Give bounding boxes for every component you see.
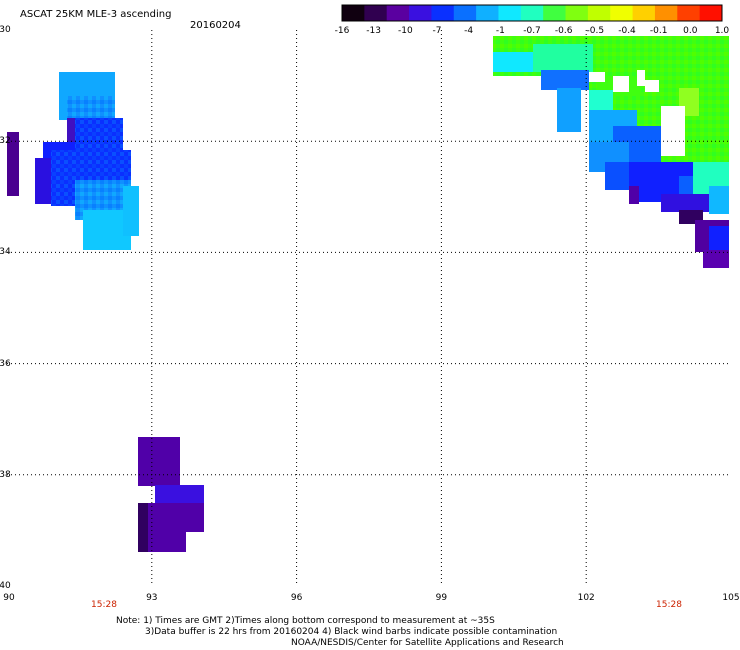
swath-east [493, 36, 729, 268]
longitude-tick-label: 93 [146, 593, 158, 603]
colorbar-frame [341, 4, 723, 22]
colorbar-segment [342, 5, 365, 21]
map-title: ASCAT 25KM MLE-3 ascending [20, 9, 172, 20]
colorbar-segment [431, 5, 455, 21]
colorbar-label: -0.6 [554, 26, 573, 36]
colorbar-label: -16 [334, 26, 350, 36]
latitude-tick-label: -38 [0, 469, 11, 480]
colorbar-label: -4 [464, 26, 474, 36]
note-line-2: 3)Data buffer is 22 hrs from 20160204 4)… [145, 627, 558, 637]
colorbar-segment [386, 5, 410, 21]
latitude-tick-label: -32 [0, 136, 11, 147]
colorbar-segment [520, 5, 544, 21]
colorbar-label: -0.1 [649, 26, 668, 36]
time-label-west: 15:28 [91, 600, 117, 610]
colorbar-segment [364, 5, 388, 21]
colorbar-label: -1 [495, 26, 505, 36]
latitude-tick-label: -36 [0, 358, 11, 369]
longitude-tick-label: 96 [290, 593, 303, 603]
map-date: 20160204 [190, 20, 241, 31]
note-line-1: Note: 1) Times are GMT 2)Times along bot… [116, 616, 495, 626]
colorbar-segment [498, 5, 522, 21]
colorbar [341, 4, 723, 22]
colorbar-segment [677, 5, 701, 21]
longitude-tick-label: 99 [435, 593, 448, 603]
swath-south [138, 437, 204, 552]
colorbar-segment [632, 5, 656, 21]
colorbar-label: -7 [432, 26, 442, 36]
swath-west [7, 72, 139, 250]
colorbar-label: -0.5 [586, 26, 605, 36]
longitude-tick-label: 90 [3, 593, 15, 603]
colorbar-segment [565, 5, 589, 21]
colorbar-label: -10 [397, 26, 413, 36]
colorbar-label: -13 [366, 26, 382, 36]
colorbar-segment [409, 5, 432, 21]
colorbar-segment [543, 5, 567, 21]
colorbar-segment [610, 5, 634, 21]
time-label-east: 15:28 [656, 600, 682, 610]
colorbar-segment [654, 5, 678, 21]
latitude-tick-label: -30 [0, 25, 11, 35]
longitude-tick-label: 105 [722, 593, 740, 603]
latitude-tick-label: -40 [0, 581, 11, 591]
latitude-tick-label: -34 [0, 247, 11, 258]
colorbar-segment [453, 5, 477, 21]
colorbar-segment [587, 5, 611, 21]
colorbar-label: 1.0 [714, 26, 730, 36]
longitude-tick-label: 102 [577, 593, 595, 603]
map-grid [7, 30, 731, 586]
note-line-3: NOAA/NESDIS/Center for Satellite Applica… [291, 638, 564, 648]
colorbar-label: -0.7 [523, 26, 541, 36]
colorbar-label: 0.0 [683, 26, 698, 36]
colorbar-label: -0.4 [618, 26, 636, 36]
colorbar-segment [476, 5, 499, 21]
colorbar-segment [699, 5, 723, 21]
